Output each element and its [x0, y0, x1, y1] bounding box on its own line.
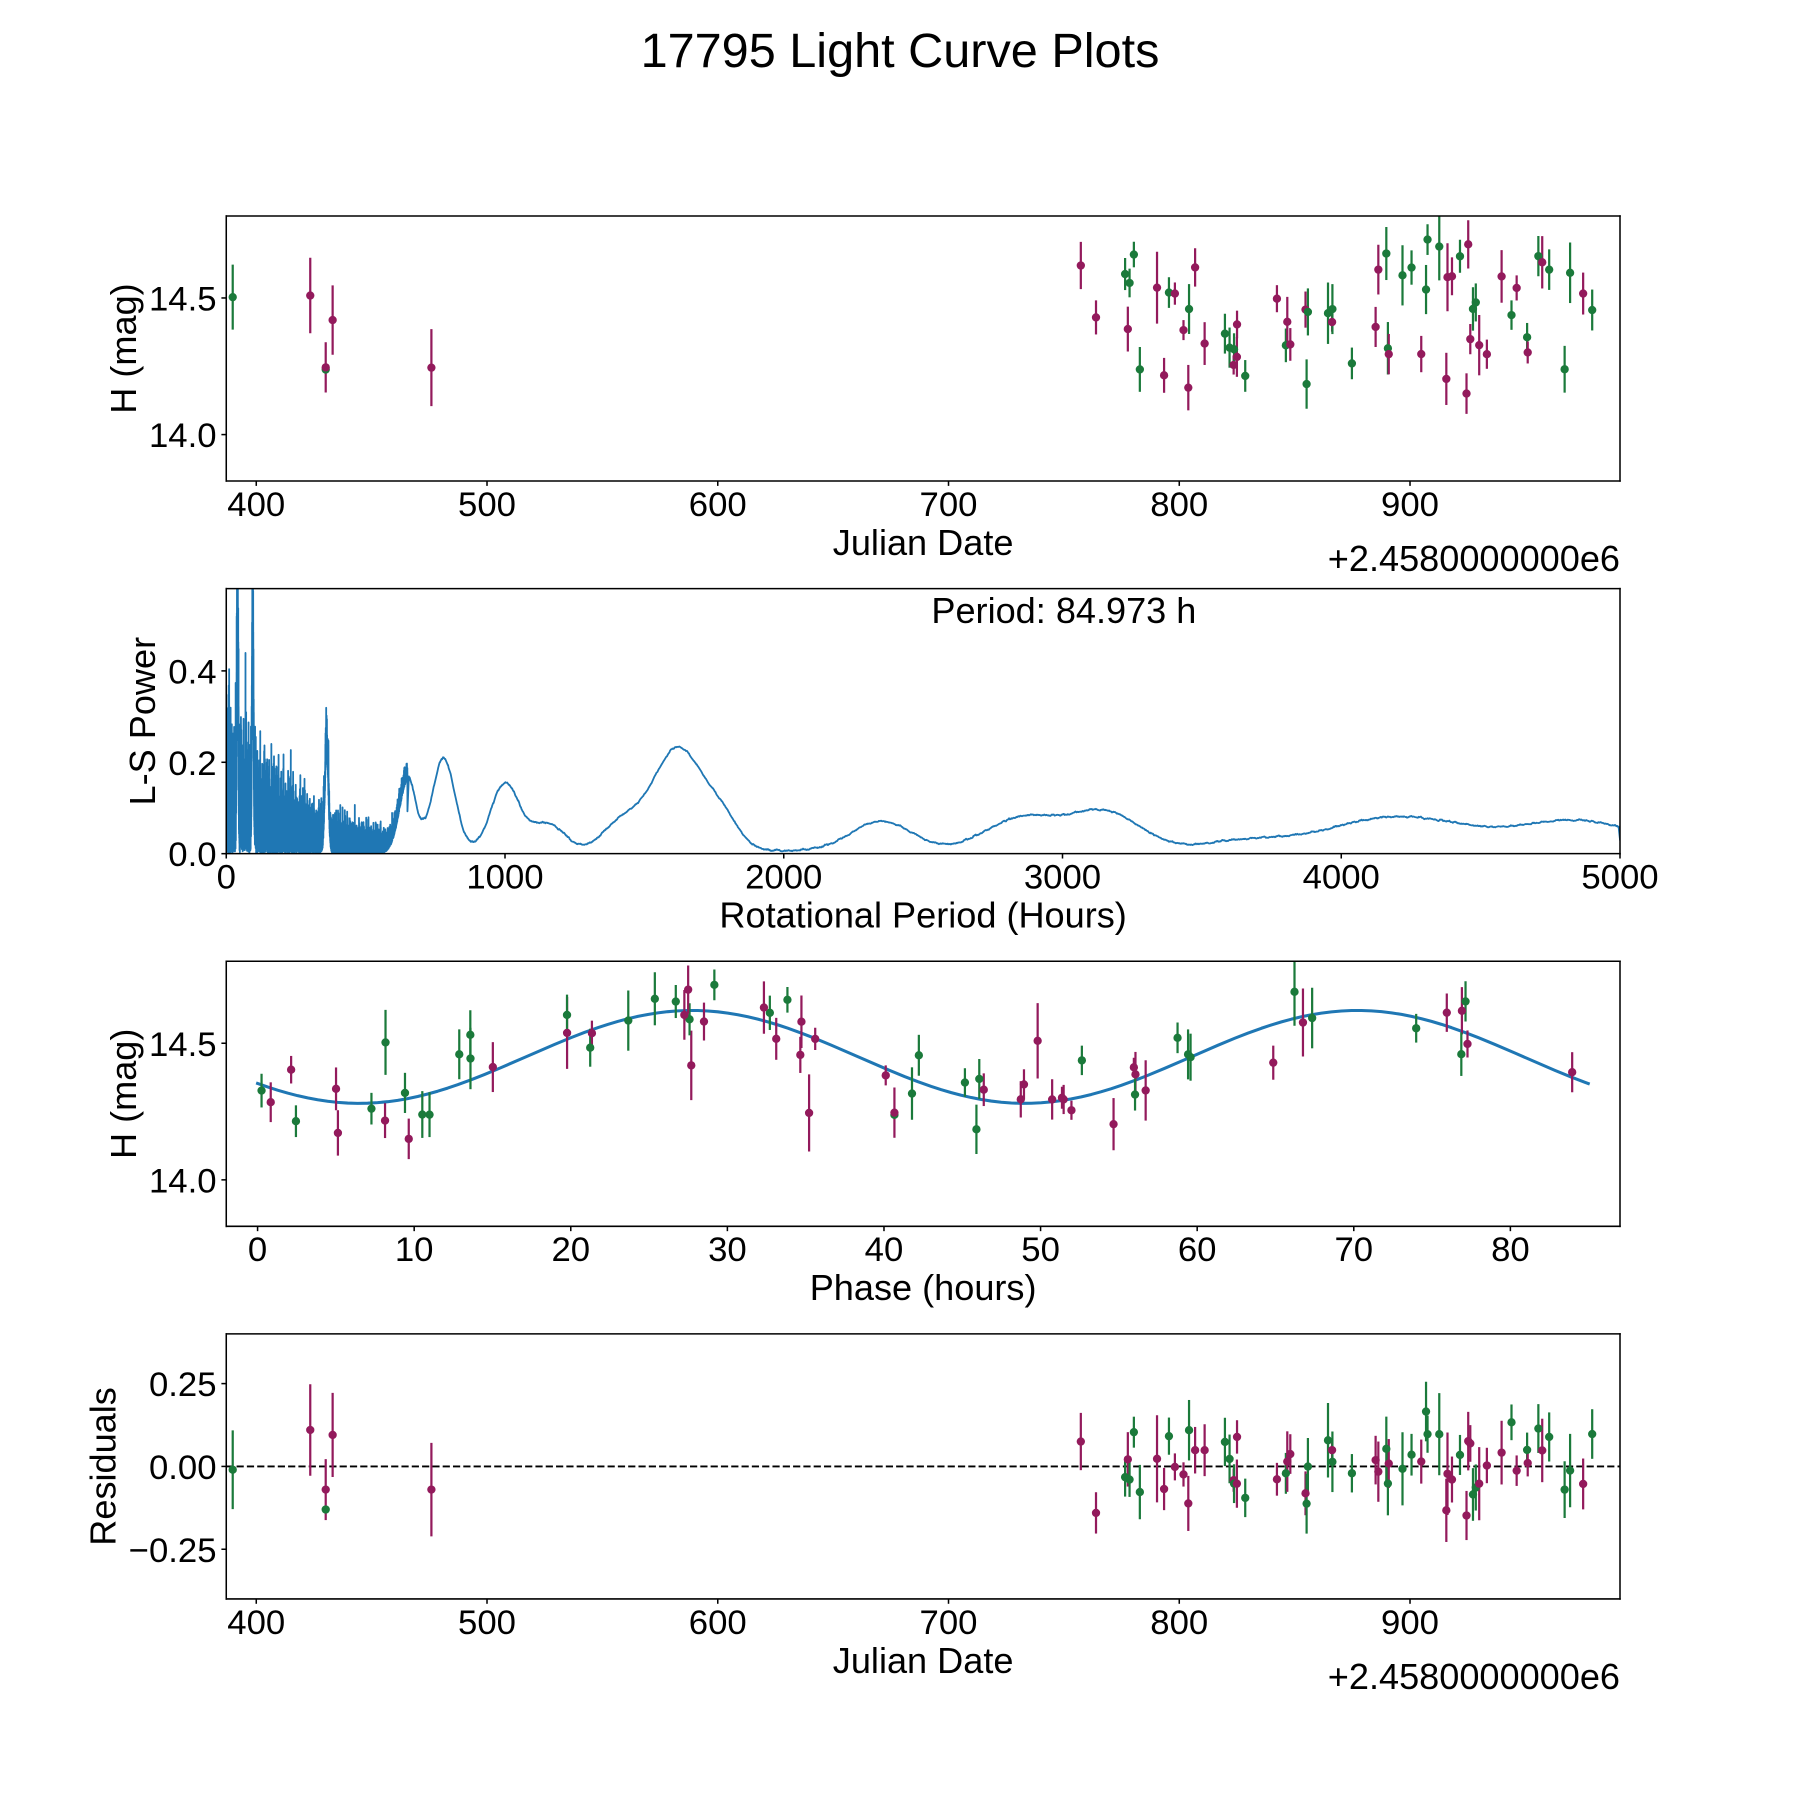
svg-text:14.0: 14.0 — [149, 1162, 217, 1200]
svg-text:400: 400 — [227, 486, 285, 524]
svg-text:Julian Date: Julian Date — [833, 1640, 1014, 1681]
svg-text:600: 600 — [689, 1604, 747, 1642]
svg-text:L-S Power: L-S Power — [122, 637, 163, 806]
svg-text:700: 700 — [920, 486, 978, 524]
svg-text:1000: 1000 — [466, 859, 543, 897]
svg-text:0.00: 0.00 — [149, 1449, 217, 1487]
svg-text:14.5: 14.5 — [149, 1026, 217, 1064]
svg-text:17795 Light Curve Plots: 17795 Light Curve Plots — [641, 24, 1160, 78]
svg-text:Rotational Period (Hours): Rotational Period (Hours) — [719, 894, 1126, 935]
svg-text:700: 700 — [920, 1604, 978, 1642]
svg-text:H (mag): H (mag) — [103, 1029, 144, 1159]
svg-text:10: 10 — [395, 1231, 434, 1269]
svg-text:+2.4580000000e6: +2.4580000000e6 — [1328, 538, 1620, 579]
svg-text:0: 0 — [248, 1231, 267, 1269]
svg-text:900: 900 — [1381, 486, 1439, 524]
svg-text:−0.25: −0.25 — [129, 1532, 217, 1570]
svg-text:400: 400 — [227, 1604, 285, 1642]
svg-text:70: 70 — [1334, 1231, 1373, 1269]
svg-text:40: 40 — [865, 1231, 904, 1269]
svg-text:50: 50 — [1021, 1231, 1060, 1269]
svg-text:3000: 3000 — [1024, 859, 1101, 897]
svg-text:5000: 5000 — [1581, 859, 1658, 897]
svg-text:14.0: 14.0 — [149, 417, 217, 455]
svg-text:800: 800 — [1150, 486, 1208, 524]
svg-text:+2.4580000000e6: +2.4580000000e6 — [1328, 1656, 1620, 1697]
svg-text:0.2: 0.2 — [168, 745, 216, 783]
svg-text:600: 600 — [689, 486, 747, 524]
svg-text:900: 900 — [1381, 1604, 1439, 1642]
svg-text:14.5: 14.5 — [149, 281, 217, 319]
svg-text:60: 60 — [1178, 1231, 1217, 1269]
svg-text:0.25: 0.25 — [149, 1366, 217, 1404]
svg-text:500: 500 — [458, 1604, 516, 1642]
svg-text:Period: 84.973 h: Period: 84.973 h — [931, 590, 1196, 631]
svg-text:4000: 4000 — [1303, 859, 1380, 897]
svg-text:20: 20 — [551, 1231, 590, 1269]
svg-text:Julian Date: Julian Date — [833, 522, 1014, 563]
svg-text:Residuals: Residuals — [83, 1387, 124, 1546]
svg-text:0.0: 0.0 — [168, 836, 216, 874]
svg-text:500: 500 — [458, 486, 516, 524]
svg-text:800: 800 — [1150, 1604, 1208, 1642]
svg-text:80: 80 — [1491, 1231, 1530, 1269]
svg-text:0: 0 — [217, 859, 236, 897]
svg-text:0.4: 0.4 — [168, 653, 216, 691]
svg-text:H (mag): H (mag) — [103, 283, 144, 413]
svg-text:30: 30 — [708, 1231, 747, 1269]
svg-text:2000: 2000 — [745, 859, 822, 897]
svg-text:Phase (hours): Phase (hours) — [810, 1267, 1037, 1308]
